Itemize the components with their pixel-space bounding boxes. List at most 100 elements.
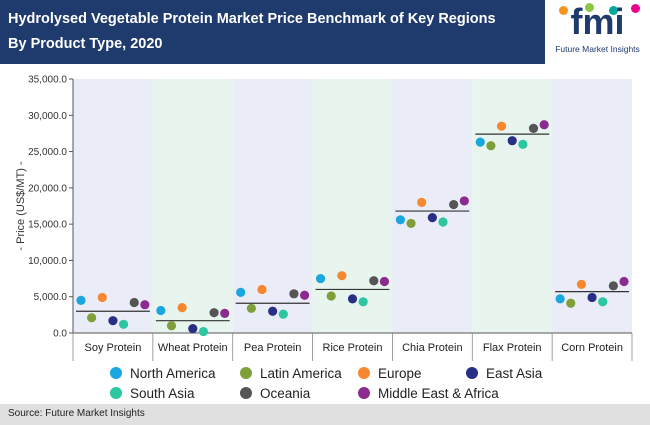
- data-point: [608, 281, 618, 291]
- category-band: [312, 79, 393, 333]
- data-point: [326, 291, 336, 301]
- data-point: [528, 123, 539, 133]
- data-point: [268, 306, 278, 316]
- data-point: [379, 276, 390, 287]
- data-point: [598, 297, 608, 307]
- legend-marker: [466, 367, 478, 379]
- x-tick-label: Pea Protein: [244, 342, 301, 354]
- fmi-logo: fmi Future Market Insights: [545, 0, 650, 64]
- category-band: [392, 79, 473, 333]
- data-point: [289, 289, 299, 299]
- data-point: [87, 313, 97, 323]
- legend-label: Oceania: [260, 385, 311, 401]
- data-point: [486, 141, 496, 151]
- data-point: [156, 305, 166, 316]
- legend-item: Europe: [358, 363, 422, 383]
- data-point: [619, 276, 629, 287]
- y-tick-label: 10,000.0: [28, 256, 67, 267]
- data-point: [566, 298, 576, 308]
- legend-label: Latin America: [260, 365, 342, 381]
- legend-label: Europe: [378, 365, 422, 381]
- data-point: [427, 213, 437, 223]
- data-point: [449, 199, 459, 210]
- legend-item: North America: [110, 363, 216, 383]
- data-point: [496, 121, 507, 131]
- x-tick-label: Rice Protein: [323, 342, 383, 354]
- data-point: [299, 290, 310, 300]
- data-point: [459, 196, 469, 206]
- data-point: [369, 276, 379, 286]
- chart-title-line1: Hydrolysed Vegetable Protein Market Pric…: [8, 11, 496, 27]
- y-tick-label: 0.0: [53, 329, 67, 340]
- data-point: [587, 292, 597, 303]
- legend-marker: [110, 367, 122, 379]
- y-tick-label: 20,000.0: [28, 183, 67, 194]
- logo-dot-pink: [631, 4, 640, 13]
- category-band: [232, 79, 313, 333]
- data-point: [129, 297, 139, 308]
- category-band: [152, 79, 233, 333]
- data-point: [97, 292, 107, 303]
- data-point: [395, 215, 406, 225]
- chart-header: Hydrolysed Vegetable Protein Market Pric…: [0, 0, 650, 64]
- chart-title: Hydrolysed Vegetable Protein Market Pric…: [8, 7, 538, 57]
- logo-dot-teal: [609, 6, 618, 15]
- source-note: Source: Future Market Insights: [8, 408, 145, 419]
- legend-marker: [240, 367, 252, 379]
- x-tick-label: Corn Protein: [561, 342, 623, 354]
- x-tick-label: Flax Protein: [483, 342, 542, 354]
- data-point: [198, 326, 209, 337]
- data-point: [539, 120, 549, 130]
- price-scatter-chart: 0.0 5,000.0 10,000.0 15,000.0 20,000.0 25,000…: [15, 75, 633, 361]
- legend-item: South Asia: [110, 383, 195, 403]
- legend-marker: [358, 387, 370, 399]
- legend-marker: [110, 387, 122, 399]
- logo-wordmark: fmi: [570, 1, 625, 42]
- footer-bar: Source: Future Market Insights: [0, 404, 650, 425]
- legend-item: Middle East & Africa: [358, 383, 499, 403]
- data-point: [246, 303, 256, 313]
- data-point: [236, 287, 246, 297]
- category-band: [472, 79, 553, 333]
- y-axis-label: - Price (US$/MT) -: [15, 161, 27, 251]
- legend-marker: [358, 367, 370, 379]
- y-tick-label: 25,000.0: [28, 147, 67, 158]
- data-point: [257, 284, 267, 295]
- x-tick-label: Wheat Protein: [158, 342, 228, 354]
- y-tick-label: 30,000.0: [28, 111, 67, 122]
- data-point: [576, 279, 587, 289]
- data-point: [220, 308, 230, 319]
- legend-marker: [240, 387, 252, 399]
- data-point: [108, 316, 118, 326]
- x-tick-label: Soy Protein: [84, 342, 141, 354]
- data-point: [140, 300, 150, 310]
- y-tick-label: 35,000.0: [28, 75, 67, 86]
- data-point: [438, 217, 448, 227]
- data-point: [347, 294, 358, 304]
- data-point: [518, 139, 528, 149]
- data-point: [188, 324, 198, 334]
- chart-title-line2: By Product Type, 2020: [8, 36, 163, 52]
- x-tick-label: Chia Protein: [402, 342, 463, 354]
- data-point: [475, 137, 485, 147]
- data-point: [209, 308, 219, 318]
- legend-item: Oceania: [240, 383, 310, 403]
- data-point: [507, 136, 517, 146]
- category-band: [73, 79, 153, 333]
- y-tick-label: 5,000.0: [34, 292, 68, 303]
- legend-label: Middle East & Africa: [378, 385, 499, 401]
- chart-legend: North America Latin America Europe East Asi…: [0, 363, 650, 403]
- legend-label: North America: [130, 365, 216, 381]
- data-point: [406, 218, 416, 229]
- data-point: [337, 271, 347, 281]
- data-point: [417, 197, 427, 207]
- data-point: [315, 273, 326, 284]
- legend-label: East Asia: [486, 365, 543, 381]
- data-point: [76, 295, 86, 305]
- data-point: [166, 321, 177, 331]
- data-point: [118, 319, 129, 329]
- data-point: [177, 303, 187, 313]
- legend-item: Latin America: [240, 363, 342, 383]
- data-point: [358, 297, 368, 307]
- y-tick-label: 15,000.0: [28, 220, 67, 231]
